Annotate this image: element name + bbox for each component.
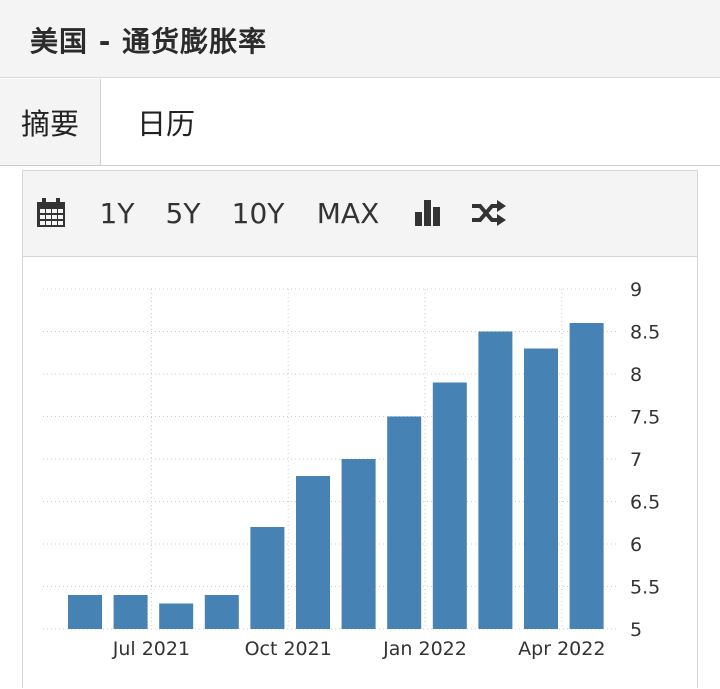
range-5y-button[interactable]: 5Y xyxy=(165,196,201,230)
x-tick-label: Apr 2022 xyxy=(518,638,605,660)
bar-chart-icon[interactable] xyxy=(411,195,445,231)
x-tick-label: Oct 2021 xyxy=(245,638,332,660)
bar xyxy=(341,459,376,629)
x-tick-label: Jan 2022 xyxy=(382,638,467,660)
shuffle-icon[interactable] xyxy=(469,195,509,231)
chart-toolbar: 1Y 5Y 10Y MAX xyxy=(23,171,697,257)
y-tick-label: 9 xyxy=(630,279,642,301)
tab-calendar[interactable]: 日历 xyxy=(136,107,195,141)
calendar-icon[interactable] xyxy=(35,195,67,231)
y-tick-label: 5.5 xyxy=(630,577,660,599)
y-tick-label: 6.5 xyxy=(630,492,660,514)
x-tick-label: Jul 2021 xyxy=(112,638,190,660)
tab-summary[interactable]: 摘要 xyxy=(0,79,101,165)
bar xyxy=(204,595,239,629)
tab-bar: 摘要 日历 xyxy=(0,79,720,166)
range-10y-button[interactable]: 10Y xyxy=(231,196,285,230)
y-tick-label: 7.5 xyxy=(630,407,660,429)
bar xyxy=(432,382,467,629)
y-tick-label: 6 xyxy=(630,534,642,556)
y-tick-label: 7 xyxy=(630,449,642,471)
bar xyxy=(569,323,604,629)
bar xyxy=(250,527,285,629)
bar xyxy=(524,348,558,629)
y-tick-label: 8.5 xyxy=(630,322,660,344)
range-1y-button[interactable]: 1Y xyxy=(99,196,135,230)
page-title: 美国 - 通货膨胀率 xyxy=(30,25,268,58)
chart-panel: 1Y 5Y 10Y MAX 5 5.5 6 6.5 7 7.5 8 8.5 9 Jul 2021 O… xyxy=(22,170,698,688)
bar xyxy=(113,595,148,629)
y-tick-label: 5 xyxy=(630,619,642,641)
bar xyxy=(68,595,102,629)
bar xyxy=(478,331,513,629)
bar xyxy=(296,476,330,629)
bar xyxy=(387,416,422,629)
title-bar: 美国 - 通货膨胀率 xyxy=(0,0,720,78)
y-tick-label: 8 xyxy=(630,364,642,386)
bar xyxy=(159,603,194,629)
range-max-button[interactable]: MAX xyxy=(316,196,380,230)
bar-chart: 5 5.5 6 6.5 7 7.5 8 8.5 9 Jul 2021 Oct 2021 Jan 202… xyxy=(43,279,660,660)
